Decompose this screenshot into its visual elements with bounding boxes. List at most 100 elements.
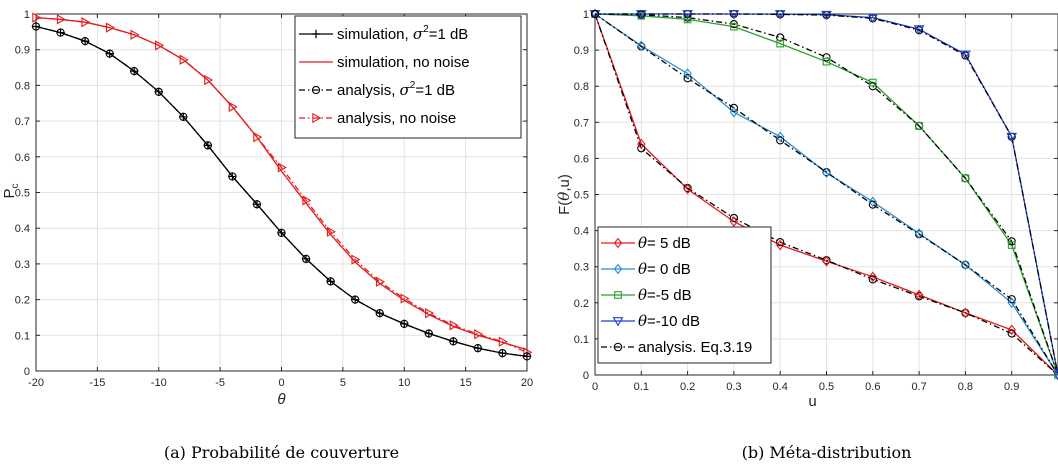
marker-circle	[56, 28, 65, 37]
marker-diamond	[775, 239, 785, 251]
marker-triangle	[81, 17, 91, 28]
marker-plus	[449, 337, 458, 346]
marker-circle	[776, 238, 785, 247]
marker-circle	[424, 329, 433, 338]
marker-triangle	[635, 10, 647, 20]
marker-triangle	[498, 336, 508, 347]
x-tick-label: -5	[215, 377, 225, 389]
y-tick-label: 1	[583, 9, 589, 21]
marker-triangle	[326, 226, 336, 237]
legend-entry: analysis, no noise	[337, 110, 456, 127]
marker-triangle	[253, 132, 263, 143]
marker-triangle	[179, 54, 189, 65]
series-3	[32, 12, 533, 358]
marker-diamond	[683, 183, 692, 195]
marker-diamond	[1007, 324, 1016, 336]
legend-symbol: σ	[400, 81, 411, 99]
legend-label: = 0 dB	[647, 261, 691, 278]
marker-circle	[80, 37, 90, 46]
legend-entry: θ=-10 dB	[638, 312, 700, 330]
marker-diamond	[775, 131, 785, 143]
legend-entry: simulation, no noise	[337, 54, 470, 71]
marker-plus	[154, 87, 163, 97]
x-tick-label: 10	[398, 377, 410, 389]
marker-circle	[449, 337, 458, 346]
marker-circle	[590, 9, 600, 19]
series-line	[594, 13, 1058, 376]
marker-triangle	[425, 308, 435, 319]
marker-plus	[203, 141, 213, 150]
marker-square	[683, 15, 692, 24]
legend-symbol: θ	[638, 286, 647, 304]
marker-circle	[1007, 329, 1016, 338]
marker-triangle	[612, 317, 624, 327]
marker-diamond	[961, 307, 970, 319]
y-tick-label: 0.5	[15, 188, 30, 200]
y-axis-label-part: F(	[556, 201, 573, 215]
marker-diamond	[637, 40, 646, 52]
legend-entry: simulation, σ2=1 dB	[337, 24, 468, 43]
marker-triangle	[56, 14, 66, 25]
marker-circle	[776, 136, 785, 145]
x-tick-label: 5	[340, 377, 346, 389]
y-tick-label: 0.8	[574, 81, 589, 93]
marker-circle	[613, 342, 623, 352]
x-tick-label: 0.7	[911, 381, 926, 393]
marker-diamond	[868, 196, 878, 208]
marker-circle	[375, 309, 384, 318]
marker-triangle	[400, 293, 410, 304]
legend-label: =1 dB	[415, 82, 455, 99]
x-tick-label: 0.4	[773, 381, 788, 393]
series-2	[590, 9, 1058, 379]
y-tick-label: 0.6	[574, 153, 589, 165]
marker-circle	[277, 228, 286, 237]
marker-circle	[179, 112, 188, 121]
marker-diamond	[914, 289, 924, 301]
marker-square	[614, 291, 622, 299]
marker-circle	[822, 53, 831, 62]
y-tick-label: 0.3	[574, 262, 589, 274]
marker-triangle	[351, 254, 361, 265]
marker-diamond	[729, 106, 739, 118]
legend-label: analysis,	[337, 82, 400, 99]
legend-superscript: 2	[423, 24, 429, 35]
caption: (b) Méta-distribution	[742, 443, 912, 462]
marker-triangle	[474, 329, 484, 340]
marker-plus	[252, 200, 262, 209]
marker-triangle	[302, 195, 312, 206]
marker-square	[868, 78, 877, 87]
marker-triangle	[728, 10, 740, 20]
marker-plus	[311, 29, 321, 39]
marker-triangle	[913, 25, 925, 35]
marker-diamond	[637, 138, 646, 150]
legend-entry: θ= 5 dB	[638, 234, 691, 252]
x-tick-label: -10	[151, 377, 167, 389]
legend-label: =-5 dB	[647, 287, 692, 304]
marker-triangle	[682, 10, 693, 20]
marker-circle	[351, 295, 360, 304]
analysis-line	[594, 13, 1058, 376]
marker-circle	[311, 85, 321, 95]
legend: simulation, σ2=1 dB simulation, no noise a…	[294, 15, 522, 139]
series-2	[31, 22, 532, 361]
x-axis-label: θ	[277, 391, 285, 408]
legend-label: =1 dB	[429, 26, 469, 43]
y-tick-label: 0.3	[15, 259, 30, 271]
series-line	[35, 25, 528, 358]
marker-circle	[105, 49, 114, 58]
y-axis-label-part: ,u)	[556, 174, 573, 192]
marker-square	[822, 57, 831, 66]
analysis-line	[594, 13, 1058, 376]
marker-triangle	[821, 10, 832, 21]
marker-diamond	[868, 271, 878, 283]
x-tick-label: 0	[278, 377, 284, 389]
series-line	[35, 16, 528, 353]
marker-triangle	[960, 50, 971, 60]
axes-frame	[35, 13, 528, 372]
x-tick-label: 0.3	[726, 381, 741, 393]
x-tick-label: 0.5	[819, 381, 834, 393]
marker-diamond	[683, 68, 692, 79]
y-tick-label: 1	[24, 9, 30, 21]
marker-square	[961, 174, 970, 183]
marker-circle	[729, 213, 739, 223]
